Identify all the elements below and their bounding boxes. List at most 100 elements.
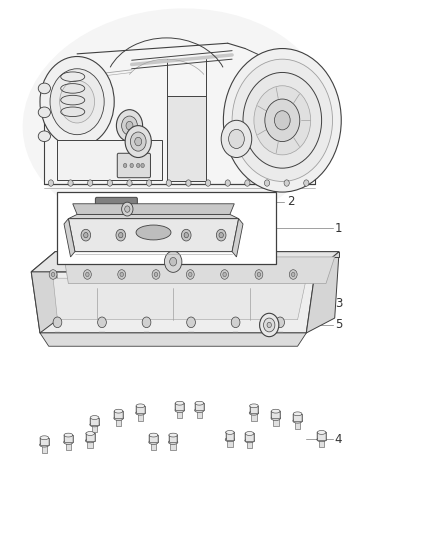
- Circle shape: [164, 251, 182, 272]
- Circle shape: [229, 130, 244, 149]
- Ellipse shape: [86, 432, 95, 435]
- Ellipse shape: [85, 439, 95, 443]
- Circle shape: [125, 206, 130, 212]
- Circle shape: [154, 272, 158, 277]
- Circle shape: [135, 138, 142, 146]
- Polygon shape: [136, 406, 145, 413]
- Circle shape: [304, 180, 309, 186]
- Polygon shape: [272, 411, 280, 418]
- Polygon shape: [31, 252, 339, 272]
- Ellipse shape: [136, 411, 145, 415]
- Polygon shape: [195, 403, 204, 410]
- Circle shape: [291, 272, 295, 277]
- Circle shape: [166, 180, 171, 186]
- Ellipse shape: [249, 411, 259, 415]
- Ellipse shape: [250, 404, 258, 408]
- Ellipse shape: [169, 440, 178, 445]
- Circle shape: [40, 56, 114, 147]
- Circle shape: [50, 69, 104, 135]
- Circle shape: [131, 132, 146, 151]
- Polygon shape: [169, 435, 177, 442]
- Ellipse shape: [317, 438, 326, 442]
- Polygon shape: [319, 440, 325, 447]
- Ellipse shape: [64, 433, 73, 437]
- Polygon shape: [177, 410, 183, 418]
- Ellipse shape: [149, 440, 158, 445]
- FancyBboxPatch shape: [57, 192, 276, 264]
- Polygon shape: [86, 433, 95, 441]
- Circle shape: [170, 257, 177, 266]
- Polygon shape: [88, 441, 93, 448]
- Circle shape: [141, 164, 145, 167]
- Circle shape: [107, 180, 113, 186]
- Ellipse shape: [169, 433, 177, 437]
- Text: 1: 1: [335, 222, 342, 235]
- Circle shape: [255, 270, 263, 279]
- Circle shape: [84, 232, 88, 238]
- FancyBboxPatch shape: [117, 154, 150, 177]
- Ellipse shape: [64, 440, 73, 445]
- Circle shape: [51, 272, 55, 277]
- Circle shape: [98, 317, 106, 328]
- Circle shape: [184, 232, 188, 238]
- Polygon shape: [273, 418, 279, 426]
- Circle shape: [189, 272, 192, 277]
- Circle shape: [53, 317, 62, 328]
- Ellipse shape: [38, 83, 50, 94]
- Circle shape: [223, 272, 226, 277]
- Polygon shape: [64, 257, 335, 284]
- Ellipse shape: [293, 419, 302, 423]
- Circle shape: [84, 270, 91, 279]
- Ellipse shape: [175, 408, 184, 413]
- Ellipse shape: [225, 438, 235, 442]
- Circle shape: [186, 180, 191, 186]
- Ellipse shape: [23, 9, 328, 232]
- Circle shape: [267, 322, 272, 328]
- Polygon shape: [232, 219, 243, 257]
- Circle shape: [130, 164, 134, 167]
- Polygon shape: [31, 272, 315, 333]
- Circle shape: [125, 126, 151, 158]
- Polygon shape: [114, 411, 123, 418]
- Circle shape: [276, 317, 285, 328]
- Circle shape: [119, 232, 123, 238]
- FancyBboxPatch shape: [95, 197, 138, 206]
- Polygon shape: [175, 403, 184, 410]
- Ellipse shape: [114, 409, 123, 413]
- Circle shape: [232, 59, 332, 181]
- Polygon shape: [293, 414, 302, 421]
- Circle shape: [122, 116, 138, 135]
- Circle shape: [127, 180, 132, 186]
- Circle shape: [221, 270, 229, 279]
- Circle shape: [142, 317, 151, 328]
- Polygon shape: [53, 278, 306, 320]
- Circle shape: [86, 272, 89, 277]
- Polygon shape: [42, 445, 47, 453]
- Polygon shape: [31, 252, 60, 333]
- Polygon shape: [73, 204, 234, 214]
- Polygon shape: [66, 442, 71, 450]
- Ellipse shape: [90, 423, 99, 427]
- Circle shape: [243, 72, 321, 168]
- Circle shape: [257, 272, 261, 277]
- Ellipse shape: [40, 436, 49, 440]
- Ellipse shape: [245, 439, 254, 443]
- Circle shape: [48, 180, 53, 186]
- Polygon shape: [317, 432, 326, 440]
- Circle shape: [187, 317, 195, 328]
- Circle shape: [284, 180, 289, 186]
- Polygon shape: [64, 435, 73, 442]
- Polygon shape: [227, 440, 233, 447]
- Polygon shape: [251, 413, 257, 421]
- Circle shape: [264, 318, 275, 332]
- Polygon shape: [170, 442, 176, 450]
- Circle shape: [254, 86, 311, 155]
- Polygon shape: [306, 252, 339, 333]
- Polygon shape: [151, 442, 156, 450]
- Ellipse shape: [90, 416, 99, 419]
- Circle shape: [260, 313, 279, 337]
- Ellipse shape: [38, 131, 50, 142]
- Polygon shape: [250, 406, 258, 413]
- Circle shape: [265, 99, 300, 142]
- Ellipse shape: [245, 432, 254, 435]
